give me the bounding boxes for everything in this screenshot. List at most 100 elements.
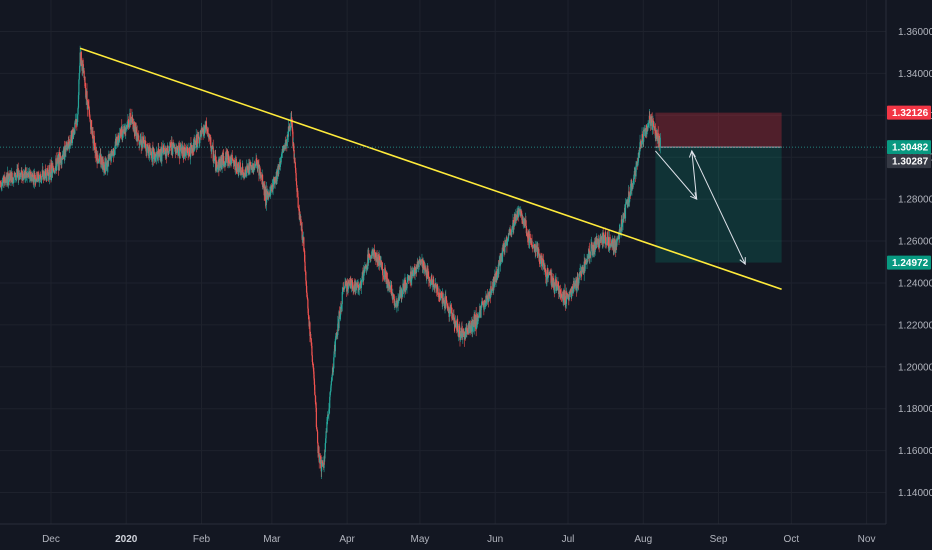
- projection-segment[interactable]: [691, 150, 746, 265]
- candle-body: [162, 148, 164, 152]
- candle-body: [252, 163, 254, 172]
- candle-body: [179, 150, 181, 159]
- stop-loss-zone[interactable]: [655, 112, 782, 148]
- candle-body: [646, 131, 648, 134]
- candle-body: [54, 169, 56, 173]
- candle-body: [34, 178, 36, 180]
- candle-body: [386, 271, 388, 279]
- candle-body: [56, 157, 59, 162]
- candle-body: [30, 177, 32, 180]
- projection-segment[interactable]: [691, 150, 698, 200]
- candle-body: [327, 414, 329, 419]
- candle-body: [297, 190, 299, 197]
- candle-body: [37, 174, 40, 176]
- candle-body: [119, 132, 121, 138]
- candle-body: [544, 264, 546, 270]
- candle-body: [603, 238, 605, 244]
- candle-body: [19, 173, 21, 180]
- candle-body: [348, 281, 350, 283]
- candle-body: [407, 276, 409, 278]
- candle-body: [564, 290, 566, 301]
- candle-body: [15, 175, 18, 177]
- candle-body: [340, 305, 343, 309]
- candle-body: [250, 165, 252, 167]
- candle-body: [154, 152, 156, 161]
- candle-body: [310, 338, 312, 343]
- candle-body: [401, 290, 404, 297]
- candle-body: [543, 265, 545, 270]
- take-profit-zone[interactable]: [655, 147, 782, 263]
- candle-body: [15, 177, 17, 178]
- candle-body: [484, 303, 487, 305]
- candle-body: [253, 166, 255, 171]
- candle-body: [344, 281, 346, 287]
- candle-body: [11, 172, 13, 183]
- candle-body: [420, 261, 422, 263]
- candle-body: [46, 168, 48, 173]
- candle-body: [355, 283, 357, 287]
- candle-body: [203, 132, 205, 134]
- candle-body: [344, 286, 346, 289]
- candle-body: [571, 286, 574, 288]
- candle-body: [313, 371, 315, 379]
- candle-body: [331, 380, 333, 382]
- candle-body: [522, 218, 524, 224]
- candle-body: [0, 181, 2, 183]
- candle-body: [12, 182, 14, 184]
- candle-body: [610, 245, 612, 247]
- candle-body: [127, 120, 129, 128]
- trendline[interactable]: [79, 47, 782, 291]
- candle-body: [45, 169, 47, 176]
- candle-body: [550, 272, 552, 283]
- candle-body: [172, 143, 175, 148]
- candle-body: [628, 198, 631, 203]
- candle-body: [622, 222, 624, 224]
- candle-body: [244, 169, 247, 171]
- candle-body: [335, 338, 337, 339]
- candle-body: [45, 175, 47, 179]
- candle-body: [208, 135, 210, 138]
- candle-body: [469, 321, 471, 329]
- projection-arrows[interactable]: [655, 149, 746, 266]
- projection-arrowhead[interactable]: [739, 257, 746, 266]
- candle-body: [332, 368, 334, 373]
- candle-body: [447, 307, 449, 311]
- candle-body: [538, 257, 540, 261]
- candle-body: [382, 275, 384, 276]
- candle-body: [147, 146, 150, 154]
- candle-body: [434, 284, 436, 288]
- candle-body: [213, 155, 215, 161]
- candle-body: [357, 284, 360, 291]
- projection-segment[interactable]: [655, 150, 698, 200]
- candle-body: [405, 288, 408, 289]
- candle-body: [518, 210, 520, 212]
- candle-body: [41, 173, 43, 176]
- candle-body: [620, 231, 622, 233]
- candle-body: [178, 142, 180, 149]
- candle-body: [591, 245, 593, 252]
- candle-body: [163, 148, 165, 155]
- candle-body: [341, 304, 343, 306]
- candle-body: [511, 229, 513, 235]
- candle-body: [649, 115, 651, 120]
- candle-body: [118, 140, 120, 142]
- candle-body: [313, 378, 315, 385]
- candle-body: [340, 306, 342, 316]
- candle-body: [251, 166, 254, 173]
- candle-body: [608, 247, 610, 249]
- short-position-tool[interactable]: [655, 112, 782, 263]
- candle-body: [124, 128, 127, 134]
- candle-body: [316, 427, 318, 430]
- candle-body: [337, 323, 339, 336]
- time-axis-bg[interactable]: [0, 524, 932, 550]
- price-tick-label: 1.16000: [898, 446, 932, 457]
- candle-body: [350, 284, 352, 288]
- candle-body: [210, 137, 212, 148]
- candle-body: [632, 183, 634, 188]
- candle-body: [632, 178, 635, 184]
- candle-body: [156, 152, 158, 154]
- candle-body: [458, 325, 461, 338]
- candle-body: [237, 162, 239, 174]
- candle-body: [199, 131, 201, 138]
